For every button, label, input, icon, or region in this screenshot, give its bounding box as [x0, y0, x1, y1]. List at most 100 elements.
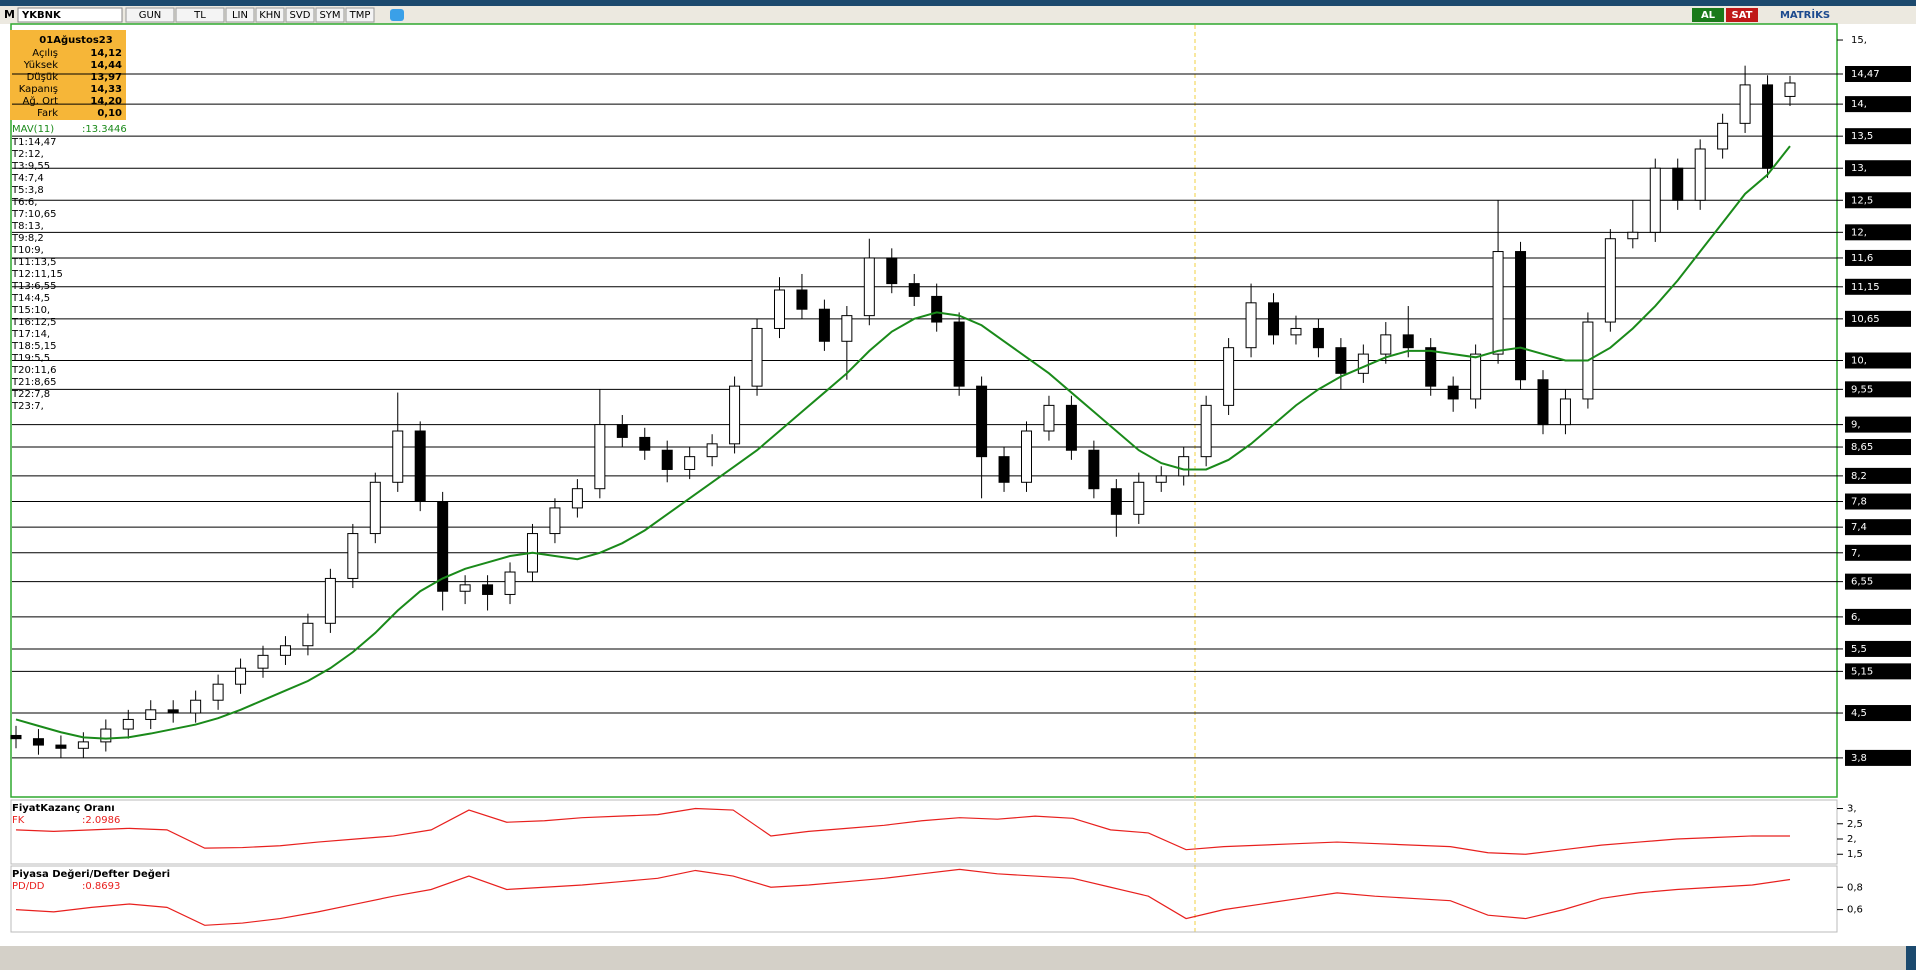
candle-body: [32, 738, 44, 746]
series-name: PD/DD: [12, 881, 45, 892]
toolbar-button[interactable]: SVD: [290, 10, 311, 21]
ma-value: :13.3446: [82, 124, 127, 135]
buy-bg: [1692, 8, 1724, 22]
level-label: T6:6,: [11, 197, 37, 208]
y-tick-box: [1845, 749, 1911, 766]
status-bar: [0, 946, 1916, 970]
y-tick-box: [1845, 608, 1911, 625]
y-tick-label: 6,55: [1851, 577, 1873, 588]
toolbar-button[interactable]: LIN: [232, 10, 248, 21]
title-bar: [0, 0, 1916, 6]
candle-body: [1470, 353, 1482, 400]
candle-body: [100, 728, 112, 743]
main-panel-frame: [10, 23, 1838, 798]
y-tick-label: 6,: [1851, 612, 1861, 623]
candle-body: [1492, 251, 1504, 355]
level-label: T3:9,55: [11, 161, 50, 172]
toolbar-button[interactable]: GUN: [139, 10, 162, 21]
y-tick-label: 5,15: [1851, 666, 1873, 677]
toolbar-button[interactable]: KHN: [259, 10, 281, 21]
candle-body: [1110, 488, 1122, 515]
buy-button[interactable]: AL: [1701, 10, 1716, 21]
info-value: 14,12: [90, 48, 122, 59]
candle-body: [212, 683, 224, 701]
candle-body: [1739, 84, 1751, 124]
y-tick-box: [1845, 65, 1911, 82]
level-label: T21:8,65: [11, 377, 56, 388]
sell-button[interactable]: SAT: [1732, 10, 1753, 21]
level-label: T22:7,8: [11, 389, 50, 400]
candle-body: [122, 718, 134, 730]
candle-body: [1155, 475, 1167, 483]
info-box: [10, 30, 126, 120]
toolbar-button-bg: [255, 7, 285, 23]
y-tick-box: [1845, 640, 1911, 657]
candle-body: [1357, 353, 1369, 374]
y-tick-label: 11,15: [1851, 282, 1880, 293]
candle-body: [931, 295, 943, 323]
candle-body: [571, 488, 583, 509]
toolbar-button[interactable]: TMP: [349, 10, 371, 21]
y-tick-label: 14,47: [1851, 69, 1880, 80]
y-tick-box: [1845, 278, 1911, 295]
level-label: T8:13,: [11, 221, 44, 232]
y-tick-box: [1845, 192, 1911, 209]
y-tick-label: 13,: [1851, 163, 1867, 174]
candle-body: [302, 622, 314, 647]
candle-body: [1223, 347, 1235, 406]
y-tick-label: 12,5: [1851, 195, 1873, 206]
candle-body: [167, 709, 179, 714]
y-tick-box: [1845, 663, 1911, 680]
y-tick-box: [1845, 310, 1911, 327]
candle-body: [1312, 327, 1324, 349]
series-value: :0.8693: [82, 881, 120, 892]
candle-body: [1043, 404, 1055, 432]
y-tick-label: 0,6: [1847, 905, 1863, 916]
candle-body: [639, 436, 651, 451]
y-tick-label: 13,5: [1851, 131, 1873, 142]
series-value: :2.0986: [82, 815, 120, 826]
y-tick-label: 8,2: [1851, 471, 1867, 482]
info-date: 01Ağustos23: [39, 34, 112, 46]
level-label: T18:5,15: [11, 341, 56, 352]
info-label: Kapanış: [19, 84, 58, 95]
series-line: [15, 807, 1791, 855]
toolbar-button-bg: [175, 7, 225, 23]
y-tick-box: [1845, 544, 1911, 561]
candle-body: [1604, 238, 1616, 323]
candle-body: [1537, 379, 1549, 426]
candle-body: [751, 327, 763, 387]
candle-body: [998, 456, 1010, 483]
candle-body: [1447, 385, 1459, 400]
sub-panel-frame: [10, 799, 1838, 865]
candle-body: [1021, 430, 1033, 483]
candle-body: [414, 430, 426, 503]
level-label: T9:8,2: [11, 233, 44, 244]
candle-body: [145, 709, 157, 720]
y-tick-label: 14,: [1851, 99, 1867, 110]
y-tick-label: 11,6: [1851, 253, 1873, 264]
corner: [1906, 946, 1916, 970]
y-tick-box: [1845, 705, 1911, 722]
level-label: T4:7,4: [11, 173, 44, 184]
panel-title: Piyasa Değeri/Defter Değeri: [12, 868, 170, 880]
candle-body: [1672, 167, 1684, 201]
series-line: [15, 868, 1791, 926]
info-label: Açılış: [32, 48, 58, 59]
menu-button[interactable]: M: [4, 8, 15, 21]
toolbar-button[interactable]: SYM: [319, 10, 340, 21]
info-value: 14,20: [90, 96, 122, 107]
candle-body: [908, 283, 920, 297]
candle-body: [437, 501, 449, 592]
symbol[interactable]: YKBNK: [21, 10, 62, 21]
candle-body: [1088, 449, 1100, 490]
toolbar-button-bg: [315, 7, 345, 23]
candle-body: [392, 430, 404, 483]
y-tick-box: [1845, 467, 1911, 484]
candle-body: [1559, 398, 1571, 426]
candle-body: [594, 424, 606, 490]
toolbar-button[interactable]: TL: [193, 10, 206, 21]
y-tick-label: 3,8: [1851, 753, 1867, 764]
candle-body: [976, 385, 988, 458]
